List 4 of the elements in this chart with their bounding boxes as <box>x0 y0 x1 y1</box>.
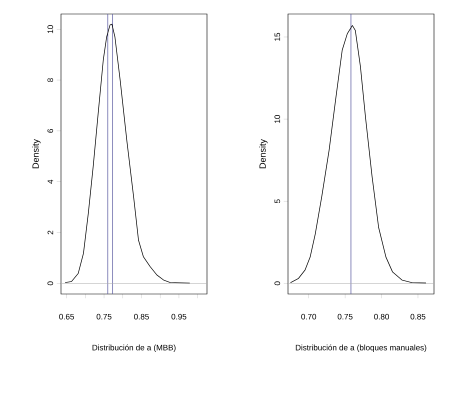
line-series <box>64 24 190 284</box>
line-series <box>290 25 426 284</box>
y-axis-title: Density <box>32 139 41 168</box>
y-axis-title: Density <box>259 139 268 168</box>
